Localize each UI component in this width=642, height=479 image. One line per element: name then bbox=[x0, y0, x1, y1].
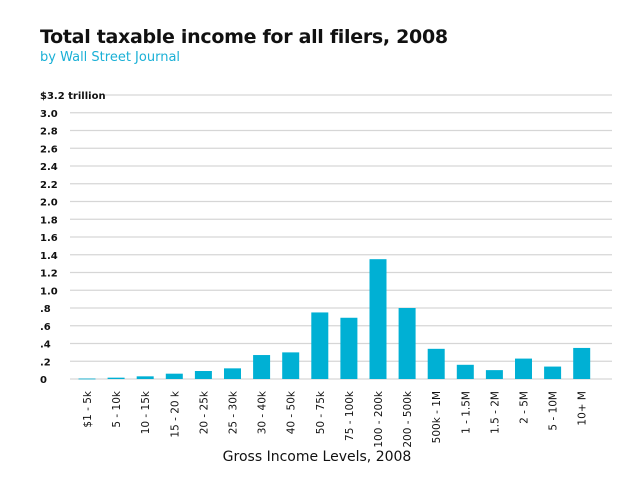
y-tick-label: 2.4 bbox=[40, 162, 58, 173]
x-tick-label: 40 - 50k bbox=[286, 390, 298, 434]
y-tick-label: 1.0 bbox=[40, 286, 58, 297]
bar bbox=[136, 376, 154, 379]
bar bbox=[282, 352, 300, 379]
bar bbox=[224, 368, 241, 379]
bar bbox=[107, 377, 125, 379]
bar bbox=[369, 259, 387, 379]
x-tick-label: 1 - 1.5M bbox=[460, 391, 472, 434]
y-tick-label: 1.4 bbox=[40, 251, 58, 262]
x-axis-label: Gross Income Levels, 2008 bbox=[223, 449, 412, 465]
y-tick-label: .8 bbox=[40, 304, 51, 315]
bar bbox=[573, 347, 591, 379]
y-tick-label: 2.2 bbox=[40, 180, 58, 191]
bar bbox=[515, 358, 532, 379]
chart-title: Total taxable income for all filers, 200… bbox=[40, 26, 448, 48]
bar bbox=[194, 371, 212, 379]
x-tick-label: 20 - 25k bbox=[198, 390, 210, 434]
x-tick-label: 25 - 30k bbox=[228, 390, 240, 434]
bar bbox=[398, 308, 416, 379]
x-tick-label: 30 - 40k bbox=[257, 390, 269, 434]
y-tick-label: 2.0 bbox=[40, 198, 58, 209]
x-tick-label: 10 - 15k bbox=[140, 390, 152, 434]
x-tick-label: 10+ M bbox=[577, 391, 589, 426]
bar bbox=[485, 370, 503, 379]
y-tick-label: 0 bbox=[40, 375, 47, 386]
y-tick-label: .6 bbox=[40, 322, 51, 333]
y-tick-label: .4 bbox=[40, 340, 51, 351]
y-tick-label: 1.6 bbox=[40, 233, 58, 244]
bar bbox=[340, 317, 358, 379]
bar bbox=[311, 312, 329, 379]
x-tick-label: 5 - 10M bbox=[548, 391, 560, 431]
x-tick-label: 15 - 20 k bbox=[169, 390, 181, 438]
y-tick-label: 2.6 bbox=[40, 144, 58, 155]
chart-subtitle: by Wall Street Journal bbox=[40, 50, 181, 65]
bar bbox=[253, 355, 271, 379]
y-tick-label: $3.2 trillion bbox=[40, 91, 106, 102]
y-tick-label: 2.8 bbox=[40, 127, 58, 138]
x-tick-label: 5 - 10k bbox=[111, 390, 123, 428]
x-tick-label: 2 - 5M bbox=[519, 391, 531, 424]
bar bbox=[78, 378, 96, 380]
y-tick-label: .2 bbox=[40, 357, 51, 368]
bar bbox=[456, 364, 474, 379]
x-tick-label: $1 - 5k bbox=[82, 390, 94, 428]
x-tick-label: 50 - 75k bbox=[315, 390, 327, 434]
bar bbox=[165, 373, 183, 379]
y-tick-label: 1.2 bbox=[40, 269, 58, 280]
x-tick-label: 1.5 - 2M bbox=[489, 391, 501, 434]
x-tick-label: 75 - 100k bbox=[344, 390, 356, 441]
x-tick-label: 100 - 200k bbox=[373, 390, 385, 448]
y-tick-label: 1.8 bbox=[40, 215, 58, 226]
x-tick-label: 200 - 500k bbox=[402, 390, 414, 448]
bar bbox=[427, 348, 445, 379]
x-tick-label: 500k - 1M bbox=[431, 391, 443, 443]
bar bbox=[544, 366, 562, 379]
y-tick-label: 3.0 bbox=[40, 109, 58, 120]
